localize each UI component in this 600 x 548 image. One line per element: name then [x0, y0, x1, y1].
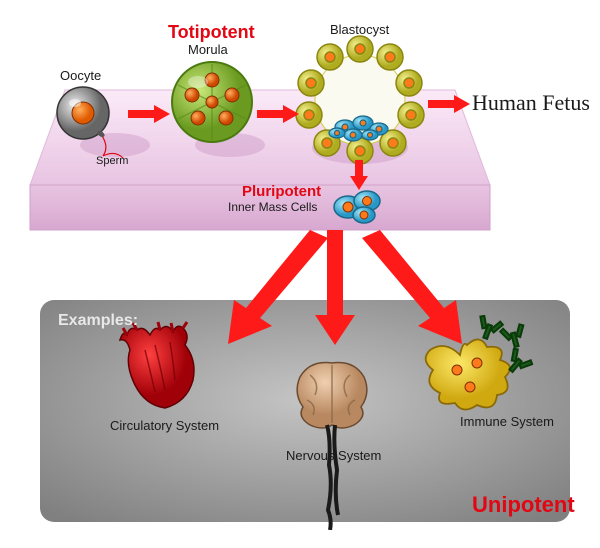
- circulatory-label: Circulatory System: [110, 418, 219, 433]
- inner-mass-label: Inner Mass Cells: [228, 200, 317, 214]
- totipotent-label: Totipotent: [168, 22, 255, 43]
- brain-icon: [285, 355, 380, 530]
- immune-label: Immune System: [460, 414, 554, 429]
- arrow-to-circulatory: [210, 230, 330, 345]
- morula-icon: [170, 60, 255, 145]
- arrow-blast-inner: [350, 160, 368, 190]
- nervous-label: Nervous System: [286, 448, 381, 463]
- blastocyst-icon: [295, 35, 425, 165]
- human-fetus-label: Human Fetus: [472, 90, 590, 116]
- sperm-label: Sperm: [96, 155, 128, 167]
- morula-label: Morula: [188, 42, 228, 57]
- inner-mass-icon: [330, 185, 385, 227]
- unipotent-label: Unipotent: [472, 492, 575, 518]
- immune-icon: [415, 315, 535, 420]
- oocyte-label: Oocyte: [60, 68, 101, 83]
- arrow-to-nervous: [315, 230, 355, 345]
- blastocyst-label: Blastocyst: [330, 22, 389, 37]
- heart-icon: [115, 320, 210, 415]
- examples-label: Examples:: [58, 312, 138, 330]
- pluripotent-label: Pluripotent: [242, 183, 321, 200]
- arrow-morula-blast: [257, 105, 299, 123]
- arrow-oocyte-morula: [128, 105, 170, 123]
- arrow-blast-fetus: [428, 95, 470, 113]
